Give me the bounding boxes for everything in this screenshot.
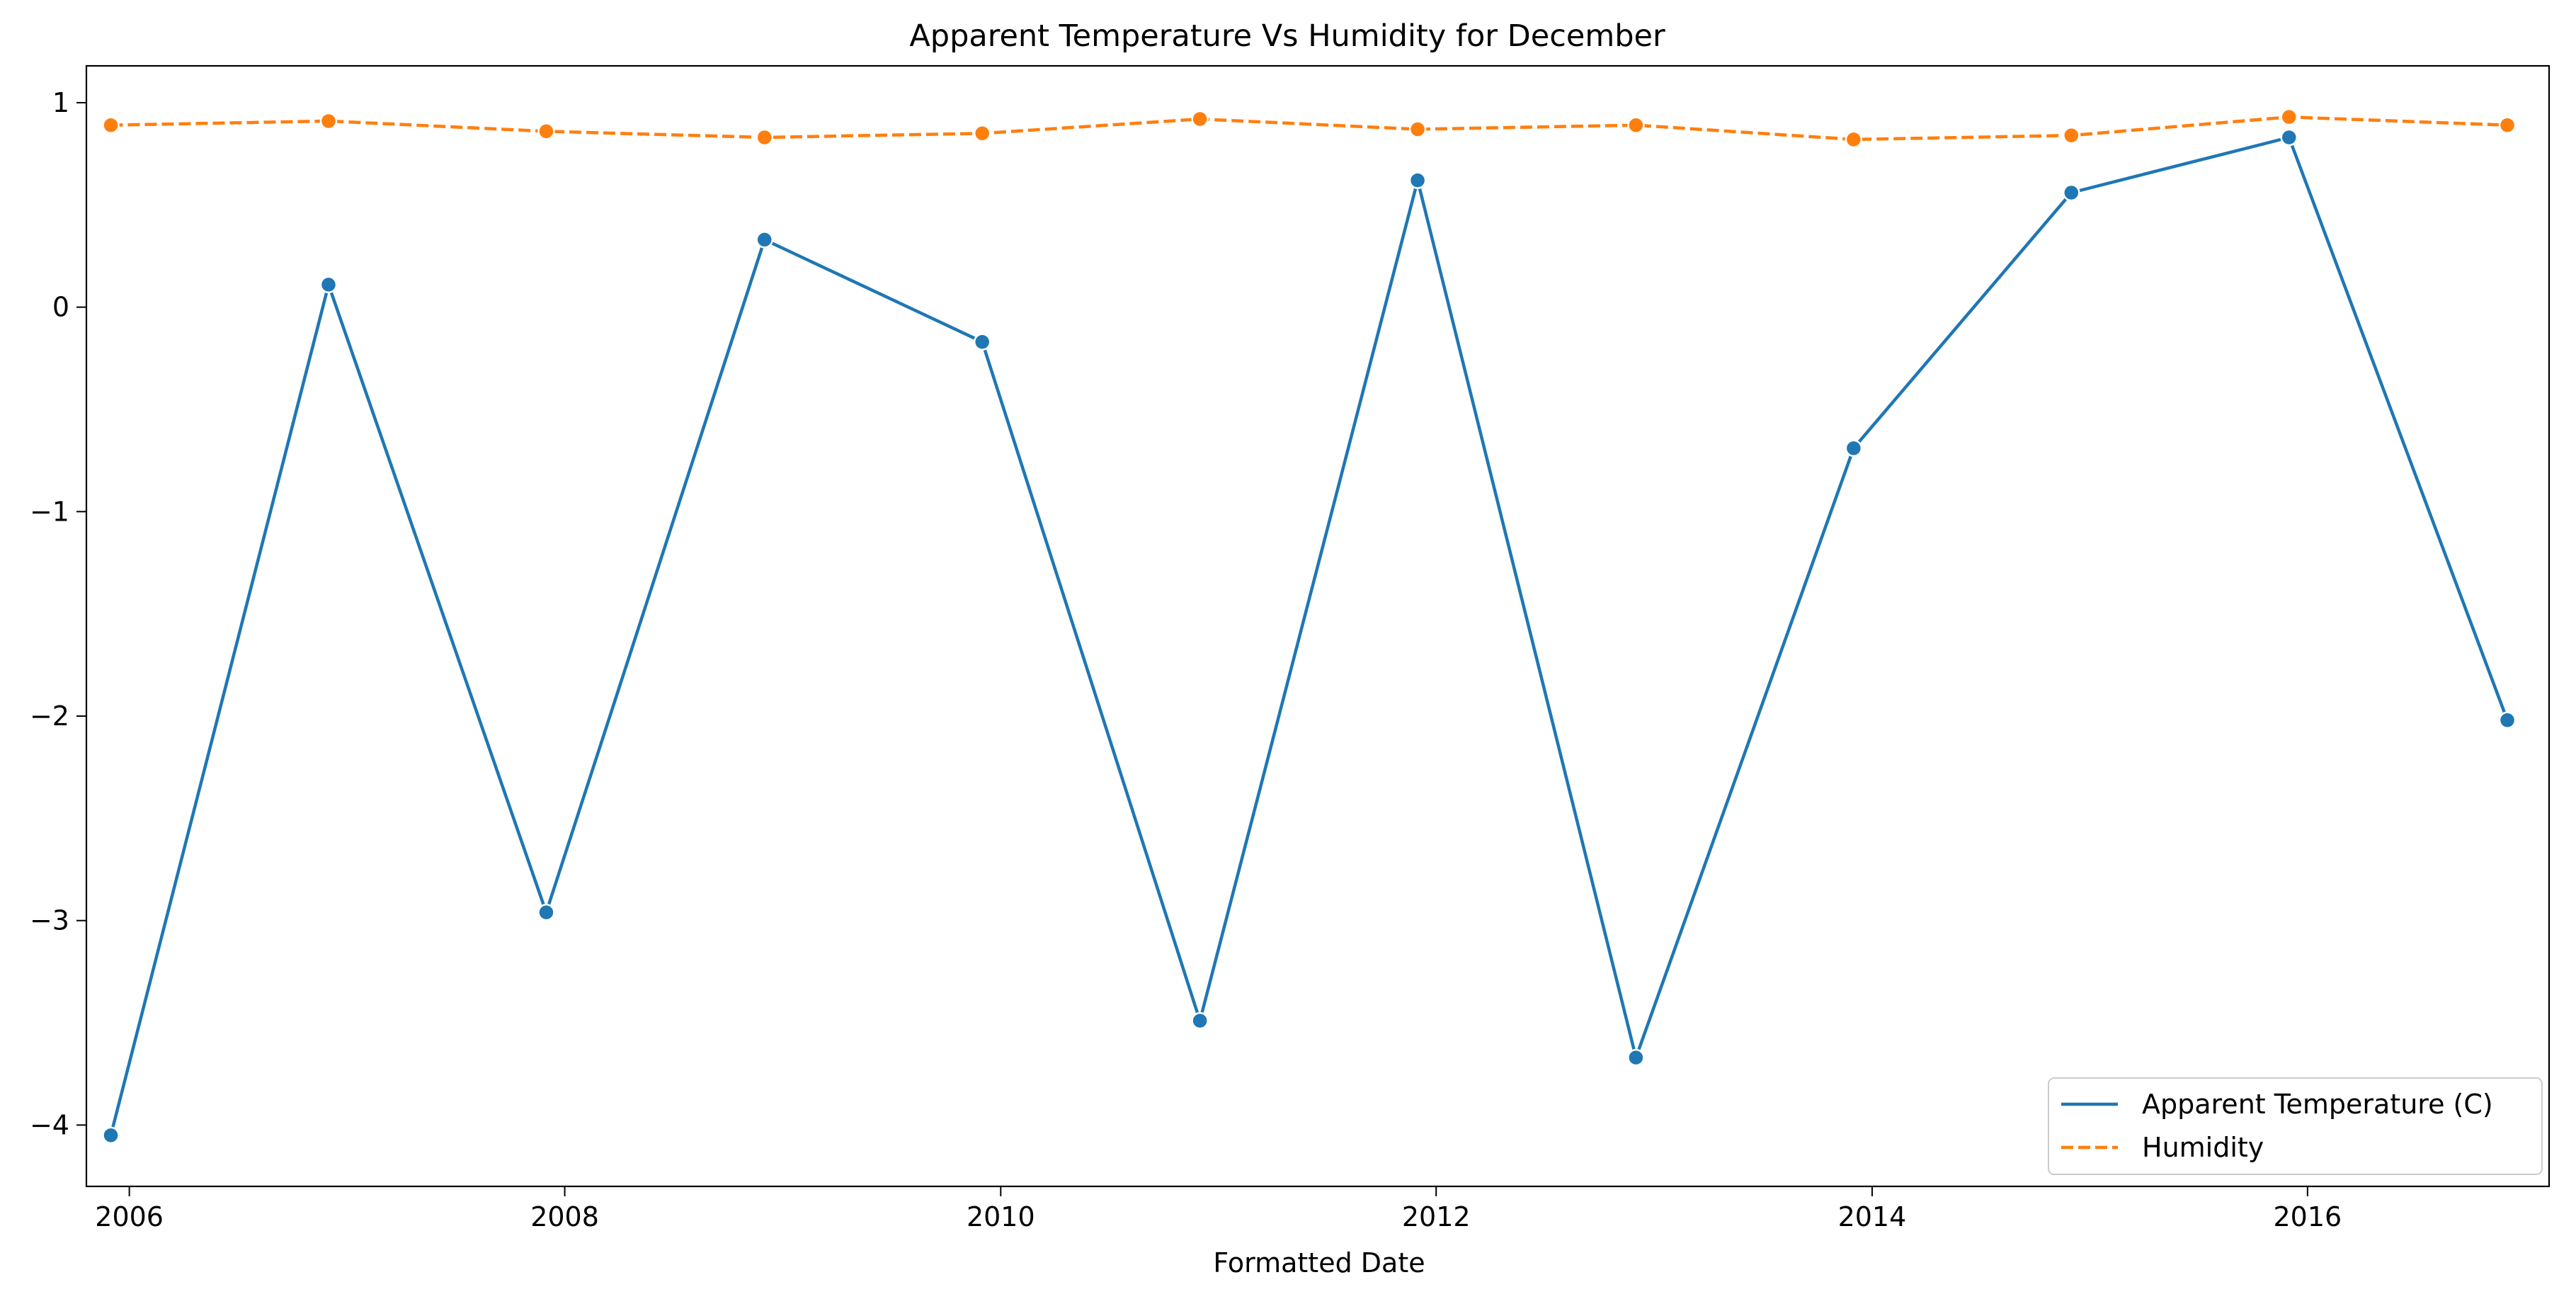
axes-frame <box>85 64 2551 1188</box>
data-point <box>2063 126 2080 144</box>
y-tick-label: 0 <box>52 292 69 323</box>
data-point <box>1627 1048 1645 1067</box>
data-point <box>1191 1011 1209 1030</box>
data-point <box>2280 128 2298 147</box>
x-tick-label: 2012 <box>1402 1201 1471 1232</box>
data-point <box>537 903 555 921</box>
legend-box <box>2048 1077 2543 1175</box>
y-axis: −4 −3 −2 −1 0 1 <box>30 87 86 1140</box>
data-point <box>537 123 555 140</box>
series-line-1 <box>110 115 2508 142</box>
data-point <box>102 116 120 134</box>
data-point <box>1191 110 1209 128</box>
y-tick-label: 1 <box>52 87 69 118</box>
data-point <box>319 276 338 294</box>
series-layer <box>102 108 2517 1145</box>
x-tick-label: 2014 <box>1838 1201 1907 1232</box>
data-point <box>1627 116 1645 134</box>
data-point <box>1845 439 1863 458</box>
x-tick-label: 2008 <box>530 1201 599 1232</box>
legend-label: Humidity <box>2142 1132 2264 1163</box>
data-point <box>756 231 773 249</box>
data-point <box>319 112 338 130</box>
legend-label: Apparent Temperature (C) <box>2142 1089 2493 1120</box>
x-tick-label: 2006 <box>95 1201 164 1232</box>
y-tick-label: −4 <box>30 1109 69 1140</box>
series-line-0 <box>109 135 2509 1136</box>
x-tick-label: 2016 <box>2273 1201 2342 1232</box>
y-tick-label: −3 <box>30 905 69 936</box>
legend[interactable]: Apparent Temperature (C) Humidity <box>2048 1077 2543 1175</box>
y-tick-label: −1 <box>30 496 69 527</box>
data-point <box>102 1126 120 1145</box>
data-point <box>1408 171 1427 189</box>
data-point <box>2063 183 2080 202</box>
y-tick-label: −2 <box>30 700 69 732</box>
data-point <box>756 128 773 147</box>
x-axis-label: Formatted Date <box>1213 1247 1425 1278</box>
x-axis: 2006 2008 2010 2012 2014 2016 <box>95 1186 2342 1232</box>
x-tick-label: 2010 <box>967 1201 1035 1232</box>
data-point <box>1845 130 1863 149</box>
data-point <box>973 333 991 351</box>
data-point <box>2498 711 2517 730</box>
data-point <box>2280 108 2298 126</box>
chart-title: Apparent Temperature Vs Humidity for Dec… <box>909 18 1665 54</box>
data-point <box>1408 120 1427 138</box>
data-point <box>973 125 991 142</box>
plot-area <box>85 64 2551 1188</box>
data-point <box>2498 116 2517 134</box>
